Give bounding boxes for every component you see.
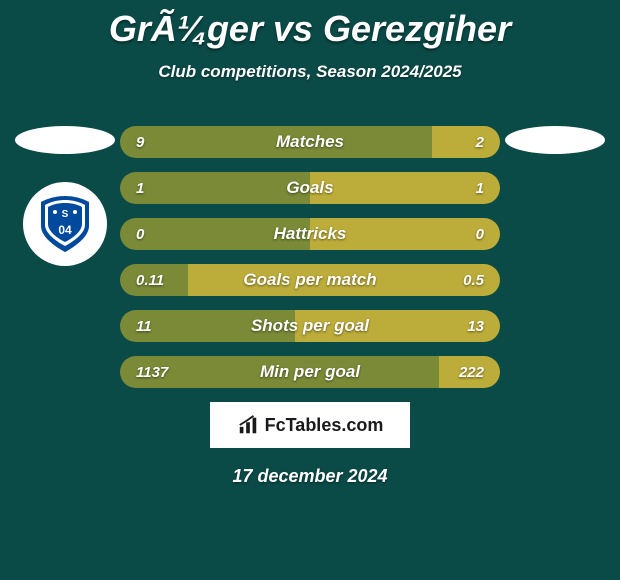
- stat-row: 1137 222 Min per goal: [120, 356, 500, 388]
- stat-value-right: 2: [476, 134, 484, 151]
- stat-value-right: 0: [476, 226, 484, 243]
- stat-label: Hattricks: [274, 224, 347, 244]
- stat-label: Shots per goal: [251, 316, 369, 336]
- stat-bars: 92Matches11Goals00Hattricks0.110.5Goals …: [120, 126, 500, 388]
- schalke-badge-icon: S 04: [33, 192, 97, 256]
- stat-value-right: 1: [476, 180, 484, 197]
- left-side: S 04: [10, 126, 120, 388]
- date-label: 17 december 2024: [0, 466, 620, 487]
- comparison-panel: S 04 92Matches11Goals00Hattricks0.110.5G…: [0, 126, 620, 388]
- stat-row: 1 1 Goals: [120, 172, 500, 204]
- stat-label: Min per goal: [260, 362, 360, 382]
- stat-row: 9 2 Matches: [120, 126, 500, 158]
- stat-row: 0.11 0.5 Goals per match: [120, 264, 500, 296]
- right-side: [500, 126, 610, 388]
- stat-value-right: 13: [467, 318, 484, 335]
- stat-label: Goals: [286, 178, 333, 198]
- svg-text:S: S: [62, 209, 69, 220]
- stat-value-left: 0: [136, 226, 144, 243]
- chart-icon: [237, 414, 259, 436]
- branding-badge: FcTables.com: [210, 402, 410, 448]
- stat-value-right: 222: [459, 364, 484, 381]
- stat-row: 11 13 Shots per goal: [120, 310, 500, 342]
- stat-row: 0 0 Hattricks: [120, 218, 500, 250]
- stat-value-left: 11: [136, 318, 152, 335]
- stat-value-left: 0.11: [136, 272, 164, 289]
- svg-text:04: 04: [58, 223, 72, 237]
- player-left-oval: [15, 126, 115, 154]
- club-badge-left: S 04: [23, 182, 107, 266]
- stat-value-right: 0.5: [463, 272, 484, 289]
- stat-value-left: 1137: [136, 364, 168, 381]
- stat-value-left: 9: [136, 134, 144, 151]
- stat-value-left: 1: [136, 180, 144, 197]
- branding-text: FcTables.com: [265, 415, 384, 436]
- stat-label: Matches: [276, 132, 344, 152]
- page-title: GrÃ¼ger vs Gerezgiher: [0, 0, 620, 50]
- stat-label: Goals per match: [243, 270, 376, 290]
- player-right-oval: [505, 126, 605, 154]
- subtitle: Club competitions, Season 2024/2025: [0, 62, 620, 82]
